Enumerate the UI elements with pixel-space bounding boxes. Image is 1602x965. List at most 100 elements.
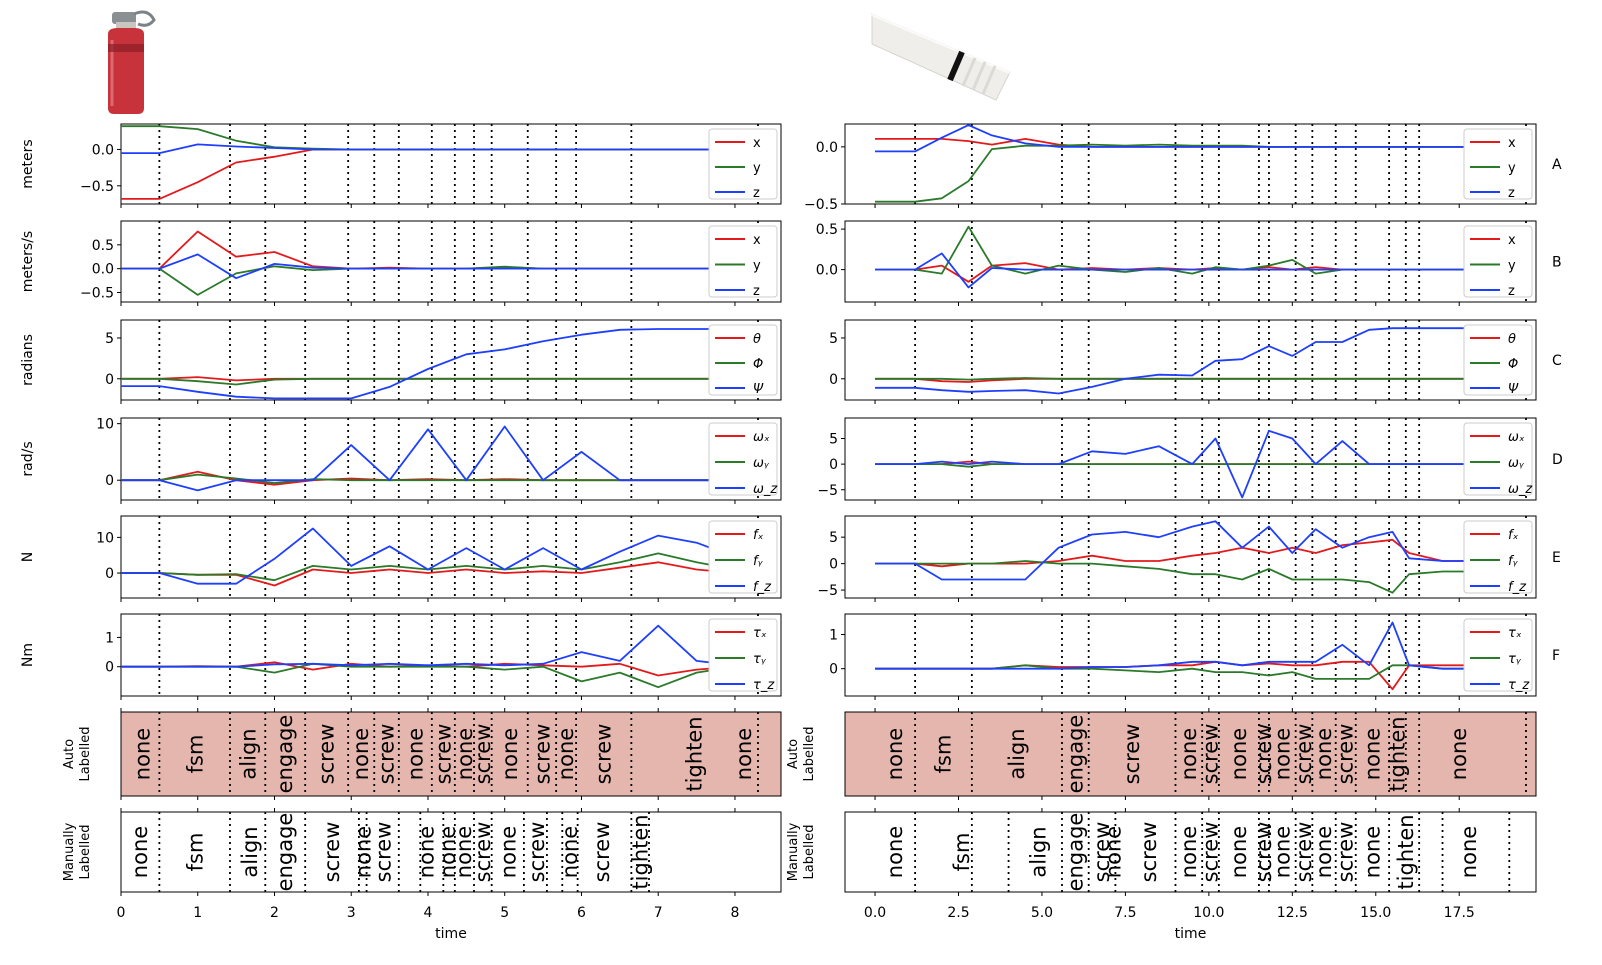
panel-letter: D bbox=[1552, 452, 1563, 468]
panel-letter: A bbox=[1552, 157, 1562, 173]
y-tick-label: 0 bbox=[829, 457, 838, 473]
x-axis: 0 1 2 3 4 5 6 7 8 time bbox=[117, 905, 740, 942]
segment-label: none bbox=[1270, 826, 1294, 878]
series-line-Ψ bbox=[121, 328, 758, 400]
segment-label: none bbox=[1447, 728, 1471, 780]
x-axis: 0.0 2.5 5.0 7.5 10.0 12.5 15.0 17.5 time bbox=[864, 905, 1475, 942]
panel-frame bbox=[844, 613, 1537, 697]
y-tick-label: 5 bbox=[829, 530, 838, 546]
y-tick-label: 0 bbox=[829, 557, 838, 573]
segment-label: none bbox=[1360, 826, 1384, 878]
y-tick-label: 0.0 bbox=[816, 263, 838, 279]
legend-label: Ψ bbox=[753, 382, 764, 397]
series-line-z bbox=[875, 124, 1526, 153]
panel-frame bbox=[120, 123, 782, 205]
segment-label: screw bbox=[592, 724, 616, 785]
legend-box bbox=[708, 618, 778, 692]
legend-box bbox=[1463, 324, 1533, 396]
segment-label: none bbox=[414, 826, 438, 878]
segment-label: screw bbox=[590, 822, 614, 883]
x-tick-label: 12.5 bbox=[1277, 905, 1308, 921]
segment-label: none bbox=[1457, 826, 1481, 878]
segment-label: none bbox=[1102, 826, 1126, 878]
segment-label: screw bbox=[1137, 822, 1161, 883]
legend-label: z bbox=[1508, 186, 1515, 201]
segment-label: screw bbox=[320, 822, 344, 883]
segment-label: none bbox=[1177, 728, 1201, 780]
legend-box bbox=[1463, 225, 1533, 298]
panel-4: 5 0 −5 ωₓ ωᵧ ω_z D bbox=[817, 417, 1563, 504]
legend-label: fₓ bbox=[1508, 528, 1519, 543]
pipe-figure: 0.0−0.5xyzA0.50.0xyzB50θΦΨC50−5ωₓωᵧω_zD5… bbox=[786, 123, 1563, 942]
segment-label: none bbox=[128, 826, 152, 878]
panel-1: 0.0 −0.5 xyz A bbox=[804, 123, 1562, 213]
segment-label: screw bbox=[525, 822, 549, 883]
panel-frame bbox=[844, 515, 1537, 599]
x-tick-label: 1 bbox=[193, 905, 202, 921]
panel-2: 0.5 0.0 xyz B bbox=[816, 220, 1562, 306]
segment-label: none bbox=[732, 728, 756, 780]
y-tick-label: 5 bbox=[105, 331, 114, 347]
strip-title: Labelled bbox=[78, 727, 93, 782]
y-tick-label: −5 bbox=[817, 583, 838, 599]
series-line-ω_z bbox=[875, 429, 1526, 499]
legend-label: θ bbox=[1508, 332, 1516, 347]
y-tick-label: 0 bbox=[829, 372, 838, 388]
y-tick-label: 1 bbox=[105, 630, 114, 646]
series-line-z bbox=[121, 143, 758, 155]
panel-6: 1 0 τₓ τᵧ τ_z F bbox=[829, 613, 1560, 700]
legend-label: ω_z bbox=[753, 482, 778, 497]
y-tick-label: 5 bbox=[829, 331, 838, 347]
y-tick-label: 0.5 bbox=[816, 222, 838, 238]
segment-label: none bbox=[1312, 826, 1336, 878]
legend-box bbox=[708, 520, 778, 594]
segment-label: screw bbox=[371, 822, 395, 883]
strip-title: Auto bbox=[786, 739, 801, 769]
segment-label: screw bbox=[471, 724, 495, 785]
segment-label: screw bbox=[315, 724, 339, 785]
segment-label: screw bbox=[471, 822, 495, 883]
legend-label: τᵧ bbox=[753, 652, 767, 667]
legend-label: τ_z bbox=[753, 678, 775, 693]
segment-label: none bbox=[883, 728, 907, 780]
panel-frame bbox=[120, 220, 782, 303]
segment-label: fsm bbox=[950, 833, 974, 872]
series-line-Φ bbox=[875, 377, 1526, 381]
x-tick-label: 15.0 bbox=[1360, 905, 1391, 921]
y-axis-label: Nm bbox=[20, 643, 36, 667]
y-tick-label: −0.5 bbox=[804, 197, 838, 213]
legend-box bbox=[1463, 520, 1533, 594]
strip-title: Auto bbox=[62, 739, 77, 769]
panel-frame bbox=[844, 123, 1537, 205]
series-line-fᵧ bbox=[875, 560, 1526, 594]
y-tick-label: −5 bbox=[817, 483, 838, 499]
strip-title: Labelled bbox=[802, 825, 817, 880]
segment-label: fsm bbox=[931, 735, 955, 774]
series-line-Φ bbox=[121, 377, 758, 386]
segment-label: none bbox=[1227, 826, 1251, 878]
legend-label: Ψ bbox=[1508, 382, 1519, 397]
y-tick-label: 0.0 bbox=[816, 140, 838, 156]
legend-label: Φ bbox=[1508, 357, 1518, 372]
segment-label: screw bbox=[375, 724, 399, 785]
segment-label: none bbox=[1360, 728, 1384, 780]
x-tick-label: 10.0 bbox=[1193, 905, 1224, 921]
x-tick-label: 3 bbox=[347, 905, 356, 921]
segment-label: screw bbox=[1292, 724, 1316, 785]
legend-label: Φ bbox=[753, 357, 763, 372]
segment-label: none bbox=[1270, 728, 1294, 780]
manually-labelled-strip-frame bbox=[120, 811, 782, 893]
strip-title: Labelled bbox=[78, 825, 93, 880]
y-axis-label: rad/s bbox=[20, 441, 36, 476]
legend-label: y bbox=[1508, 161, 1516, 176]
y-tick-label: 0.0 bbox=[92, 262, 114, 278]
segment-label: screw bbox=[1252, 822, 1276, 883]
x-tick-label: 0.0 bbox=[864, 905, 886, 921]
panel-2: 0.5 0.0 −0.5 xyz meters/s bbox=[20, 220, 782, 306]
panel-1: 0.0 −0.5 xyz meters bbox=[20, 123, 782, 208]
segment-label: engage bbox=[273, 813, 297, 892]
segment-label: tighten bbox=[682, 716, 706, 791]
